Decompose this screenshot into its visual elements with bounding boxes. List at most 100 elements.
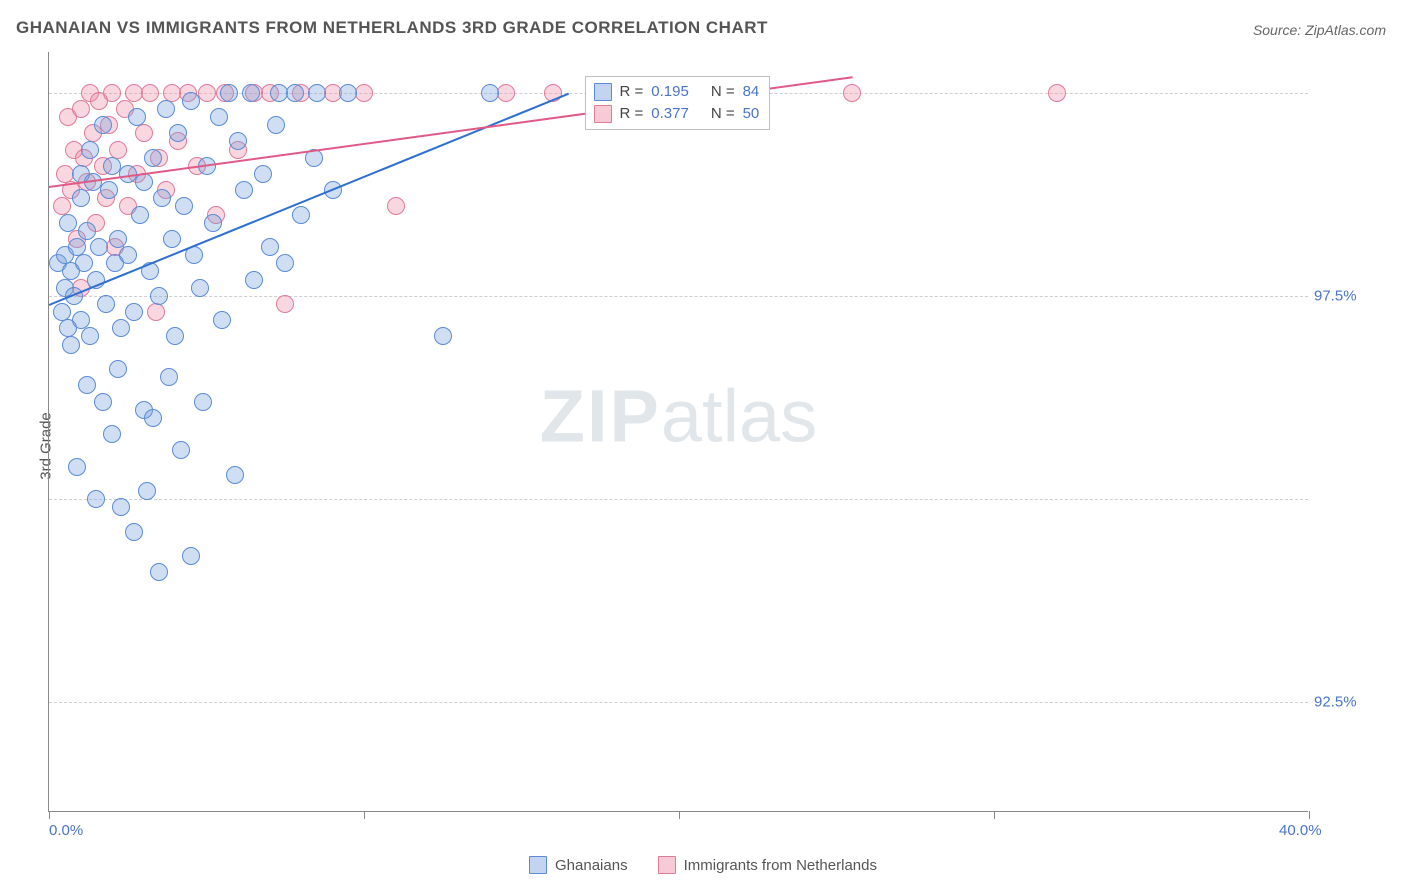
scatter-point: [59, 214, 77, 232]
scatter-point: [497, 84, 515, 102]
scatter-point: [141, 84, 159, 102]
scatter-point: [128, 108, 146, 126]
stats-r-label: R =: [620, 103, 644, 125]
scatter-point: [220, 84, 238, 102]
scatter-point: [144, 409, 162, 427]
scatter-point: [78, 222, 96, 240]
x-tick: [364, 811, 365, 819]
y-tick-label: 92.5%: [1314, 694, 1392, 711]
gridline: [49, 702, 1308, 703]
stats-r-label: R =: [620, 81, 644, 103]
plot-area: ZIPatlas 92.5%97.5%0.0%40.0%R =0.195N =8…: [48, 52, 1308, 812]
scatter-point: [254, 165, 272, 183]
scatter-point: [194, 393, 212, 411]
gridline: [49, 499, 1308, 500]
scatter-point: [434, 327, 452, 345]
legend-item-netherlands: Immigrants from Netherlands: [658, 856, 877, 874]
scatter-point: [481, 84, 499, 102]
scatter-point: [157, 100, 175, 118]
scatter-point: [387, 197, 405, 215]
stats-r-value: 0.195: [651, 81, 689, 103]
scatter-point: [292, 206, 310, 224]
scatter-point: [131, 206, 149, 224]
scatter-point: [138, 482, 156, 500]
scatter-point: [267, 116, 285, 134]
scatter-point: [94, 393, 112, 411]
scatter-point: [1048, 84, 1066, 102]
source-label: Source: ZipAtlas.com: [1253, 22, 1386, 38]
scatter-point: [144, 149, 162, 167]
scatter-point: [72, 100, 90, 118]
scatter-point: [843, 84, 861, 102]
chart-title: GHANAIAN VS IMMIGRANTS FROM NETHERLANDS …: [16, 18, 768, 38]
scatter-point: [81, 141, 99, 159]
scatter-point: [160, 368, 178, 386]
scatter-point: [166, 327, 184, 345]
scatter-point: [112, 319, 130, 337]
scatter-point: [103, 84, 121, 102]
watermark-zip: ZIP: [540, 375, 661, 458]
scatter-point: [100, 181, 118, 199]
scatter-point: [163, 230, 181, 248]
scatter-point: [191, 279, 209, 297]
x-tick: [49, 811, 50, 819]
scatter-point: [172, 441, 190, 459]
scatter-point: [103, 425, 121, 443]
scatter-point: [226, 466, 244, 484]
scatter-point: [68, 458, 86, 476]
stats-n-value: 50: [743, 103, 760, 125]
chart-container: GHANAIAN VS IMMIGRANTS FROM NETHERLANDS …: [0, 0, 1406, 892]
scatter-point: [150, 287, 168, 305]
y-tick-label: 97.5%: [1314, 287, 1392, 304]
scatter-point: [62, 336, 80, 354]
legend-item-ghanaians: Ghanaians: [529, 856, 628, 874]
scatter-point: [97, 295, 115, 313]
scatter-point: [175, 197, 193, 215]
legend-label-netherlands: Immigrants from Netherlands: [684, 857, 877, 874]
scatter-point: [182, 92, 200, 110]
scatter-point: [204, 214, 222, 232]
stats-swatch: [594, 83, 612, 101]
scatter-point: [147, 303, 165, 321]
x-tick: [679, 811, 680, 819]
legend-swatch-netherlands: [658, 856, 676, 874]
scatter-point: [286, 84, 304, 102]
scatter-point: [87, 490, 105, 508]
stats-row: R =0.195N =84: [594, 81, 760, 103]
scatter-point: [235, 181, 253, 199]
scatter-point: [210, 108, 228, 126]
stats-row: R =0.377N =50: [594, 103, 760, 125]
stats-n-value: 84: [743, 81, 760, 103]
scatter-point: [213, 311, 231, 329]
scatter-point: [72, 189, 90, 207]
scatter-point: [125, 303, 143, 321]
scatter-point: [182, 547, 200, 565]
x-tick-label: 40.0%: [1279, 822, 1322, 839]
scatter-point: [125, 523, 143, 541]
stats-swatch: [594, 105, 612, 123]
scatter-point: [169, 124, 187, 142]
x-tick: [994, 811, 995, 819]
scatter-point: [112, 498, 130, 516]
scatter-point: [242, 84, 260, 102]
scatter-point: [109, 360, 127, 378]
stats-r-value: 0.377: [651, 103, 689, 125]
x-tick-label: 0.0%: [49, 822, 83, 839]
scatter-point: [109, 230, 127, 248]
scatter-point: [81, 327, 99, 345]
gridline: [49, 296, 1308, 297]
legend-label-ghanaians: Ghanaians: [555, 857, 628, 874]
scatter-point: [339, 84, 357, 102]
scatter-point: [245, 271, 263, 289]
scatter-point: [198, 84, 216, 102]
scatter-point: [72, 311, 90, 329]
x-tick: [1309, 811, 1310, 819]
scatter-point: [150, 563, 168, 581]
scatter-point: [75, 254, 93, 272]
watermark: ZIPatlas: [540, 374, 817, 459]
scatter-point: [276, 254, 294, 272]
scatter-point: [94, 116, 112, 134]
scatter-point: [261, 238, 279, 256]
bottom-legend: Ghanaians Immigrants from Netherlands: [0, 856, 1406, 874]
scatter-point: [355, 84, 373, 102]
